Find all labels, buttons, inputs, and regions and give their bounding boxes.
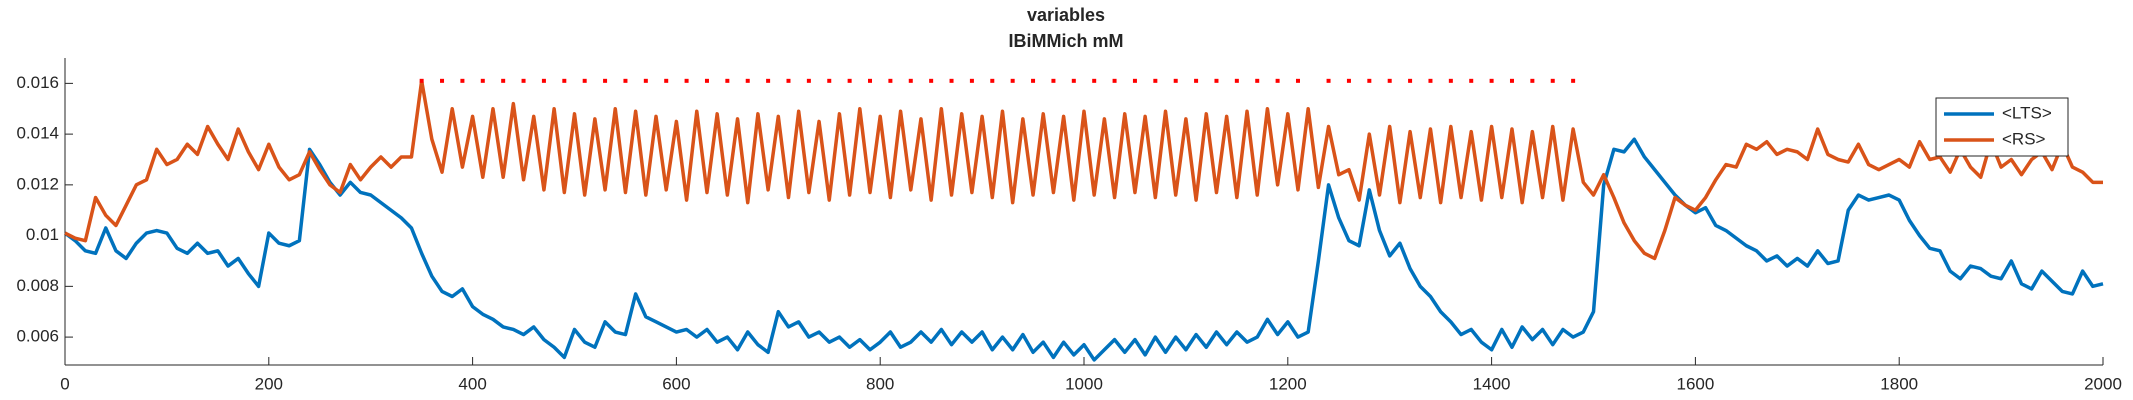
x-tick-label: 400: [458, 374, 486, 393]
chart-title: variables: [1027, 5, 1105, 25]
marker-dot: [766, 78, 771, 83]
marker-dot: [847, 78, 852, 83]
marker-dot: [1326, 78, 1331, 83]
marker-dot: [582, 78, 587, 83]
line-series: [64, 79, 2103, 261]
chart-subtitle: IBiMMich mM: [1009, 31, 1124, 51]
marker-dot: [440, 78, 445, 83]
marker-dot: [1448, 78, 1453, 83]
marker-dot: [1010, 78, 1015, 83]
x-tick-label: 1200: [1269, 374, 1307, 393]
marker-dot: [1132, 78, 1137, 83]
marker-dot: [664, 78, 669, 83]
marker-dot: [1092, 78, 1097, 83]
y-tick-label: 0.006: [16, 327, 59, 346]
marker-dot: [684, 78, 689, 83]
marker-dot: [1234, 78, 1239, 83]
marker-dot: [1153, 78, 1158, 83]
marker-dot: [1173, 78, 1178, 83]
marker-dot: [806, 78, 811, 83]
x-tick-label: 600: [662, 374, 690, 393]
marker-dot: [1214, 78, 1219, 83]
marker-dot: [1571, 78, 1576, 83]
marker-dot: [541, 78, 546, 83]
marker-dot: [1255, 78, 1260, 83]
marker-dot: [1428, 78, 1433, 83]
marker-dot: [1112, 78, 1117, 83]
x-tick-label: 1400: [1473, 374, 1511, 393]
marker-dot: [1387, 78, 1392, 83]
x-tick-label: 1000: [1065, 374, 1103, 393]
marker-dot: [1071, 78, 1076, 83]
marker-dot: [1295, 78, 1300, 83]
marker-dot: [929, 78, 934, 83]
marker-dot: [1051, 78, 1056, 83]
x-tick-label: 200: [255, 374, 283, 393]
x-tick-label: 0: [60, 374, 69, 393]
marker-dot: [990, 78, 995, 83]
marker-dot: [1031, 78, 1036, 83]
y-tick-label: 0.012: [16, 174, 59, 193]
marker-dot: [1489, 78, 1494, 83]
marker-dot: [888, 78, 893, 83]
marker-dot: [643, 78, 648, 83]
marker-dot: [1509, 78, 1514, 83]
marker-dot: [1408, 78, 1413, 83]
marker-dot: [908, 78, 913, 83]
x-tick-label: 1600: [1676, 374, 1714, 393]
marker-dot: [786, 78, 791, 83]
marker-dot: [460, 78, 465, 83]
marker-dot: [1194, 78, 1199, 83]
marker-dot: [521, 78, 526, 83]
marker-dot: [868, 78, 873, 83]
marker-dot: [1530, 78, 1535, 83]
marker-dot: [562, 78, 567, 83]
marker-dot: [1469, 78, 1474, 83]
marker-dot: [704, 78, 709, 83]
marker-dot: [969, 78, 974, 83]
marker-dot: [1550, 78, 1555, 83]
marker-dot: [1367, 78, 1372, 83]
marker-dot: [480, 78, 485, 83]
marker-dot: [949, 78, 954, 83]
marker-dot: [1275, 78, 1280, 83]
legend-box: [1935, 97, 2069, 157]
marker-dot: [501, 78, 506, 83]
marker-dot: [725, 78, 730, 83]
x-tick-label: 1800: [1880, 374, 1918, 393]
y-tick-label: 0.016: [16, 73, 59, 92]
marker-dot: [1346, 78, 1351, 83]
marker-dot: [827, 78, 832, 83]
x-tick-label: 800: [866, 374, 894, 393]
x-tick-label: 2000: [2084, 374, 2122, 393]
legend: <LTS> <RS>: [1935, 97, 2069, 157]
marker-dot: [623, 78, 628, 83]
marker-dot: [603, 78, 608, 83]
y-tick-label: 0.008: [16, 276, 59, 295]
legend-label: <LTS>: [2002, 103, 2052, 122]
line-series: [63, 137, 2104, 362]
marker-dot: [745, 78, 750, 83]
y-tick-label: 0.014: [16, 124, 59, 143]
y-tick-label: 0.01: [26, 225, 59, 244]
legend-label: <RS>: [2002, 129, 2046, 148]
marker-dot: [419, 78, 424, 83]
